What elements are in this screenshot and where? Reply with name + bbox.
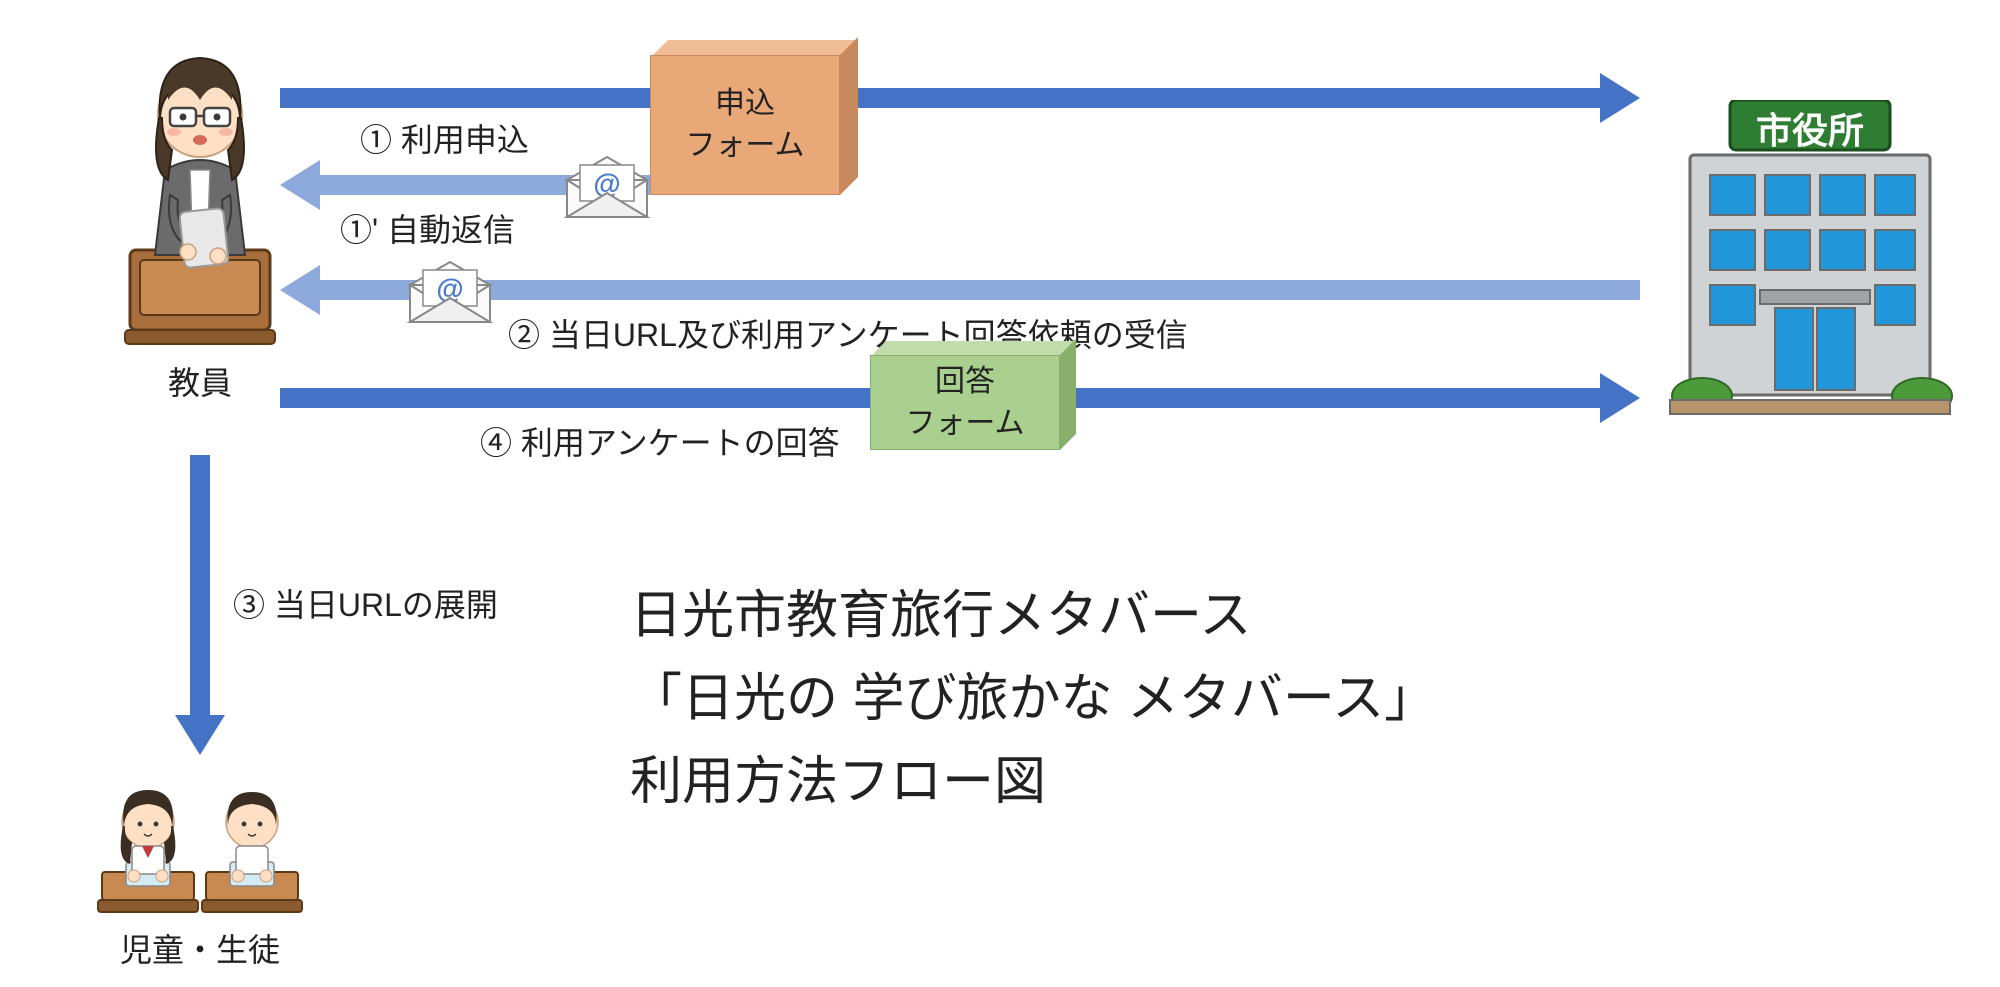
title-line3: 利用方法フロー図 [630,741,1436,824]
arrow-2-label-post: の受信 [1092,317,1188,353]
teacher-figure [110,30,290,350]
answer-form-line1: 回答 [935,361,995,403]
arrow-2 [320,280,1640,300]
arrow-4-head [1600,373,1640,423]
arrow-2-label-u1: 当日URL [549,317,677,353]
cityhall-figure: 市役所 [1660,100,1960,420]
arrow-2-label-mid: 及び [677,317,741,353]
email-icon-1: @ [562,155,652,225]
apply-form-box: 申込 フォーム [650,55,840,195]
title-line1: 日光市教育旅行メタバース [630,575,1436,658]
apply-form-line2: フォーム [685,125,804,167]
email-icon-2: @ [405,260,495,330]
students-figure [90,780,310,920]
cityhall-sign-text: 市役所 [1730,102,1890,154]
arrow-1p-head [280,160,320,210]
arrow-3-head [175,715,225,755]
answer-form-side [1060,339,1076,450]
title-block: 日光市教育旅行メタバース 「日光の 学び旅かな メタバース」 利用方法フロー図 [630,575,1436,825]
arrow-3-label: ③ 当日URLの展開 [233,580,498,626]
arrow-1p-label: ①' 自動返信 [340,205,515,251]
answer-form-box: 回答 フォーム [870,355,1060,450]
arrow-1 [280,88,1600,108]
arrow-3 [190,455,210,715]
arrow-2-label: ② 当日URL及び利用アンケート回答依頼の受信 [508,310,1188,356]
arrow-1-head [1600,73,1640,123]
arrow-1-label: ① 利用申込 [360,115,529,161]
arrow-4-label: ④ 利用アンケートの回答 [480,418,840,464]
arrow-2-head [280,265,320,315]
answer-form-line2: フォーム [905,403,1024,445]
students-caption: 児童・生徒 [90,925,310,971]
apply-form-side [840,37,858,195]
arrow-2-label-pre: ② [508,317,549,353]
title-line2: 「日光の 学び旅かな メタバース」 [630,658,1436,741]
teacher-caption: 教員 [110,358,290,404]
apply-form-line1: 申込 [715,83,775,125]
